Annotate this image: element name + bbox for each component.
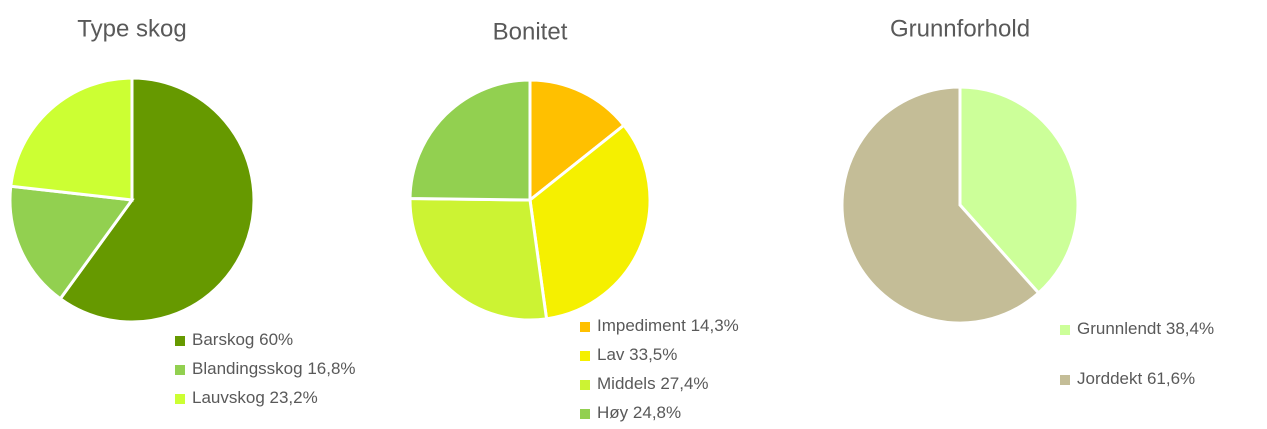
legend-label: Middels [597, 374, 656, 393]
legend-entry: Barskog 60% [192, 330, 293, 349]
legend-label: Grunnlendt [1077, 319, 1161, 338]
legend-entry: Middels 27,4% [597, 374, 709, 393]
pie-slice [528, 78, 626, 204]
pie-slice [58, 76, 256, 324]
legend-entry: Lav 33,5% [597, 345, 677, 364]
pie-slice [528, 123, 652, 321]
pie-slice [8, 184, 135, 301]
legend-entry: Høy 24,8% [597, 403, 681, 422]
legend-swatch [1060, 375, 1070, 385]
legend-label: Impediment [597, 316, 686, 335]
legend-swatch [175, 394, 185, 404]
legend-label: Lav [597, 345, 625, 364]
legend-swatch [580, 322, 590, 332]
legend-entry: Grunnlendt 38,4% [1077, 319, 1214, 338]
legend-value: 38,4% [1166, 319, 1214, 338]
legend-label: Høy [597, 403, 629, 422]
legend-value: 23,2% [270, 388, 318, 407]
legend-entry: Impediment 14,3% [597, 316, 739, 335]
legend-label: Jorddekt [1077, 369, 1142, 388]
legend-swatch [1060, 325, 1070, 335]
legend-entry: Lauvskog 23,2% [192, 388, 318, 407]
legend-entry: Jorddekt 61,6% [1077, 369, 1195, 388]
legend-label: Blandingsskog [192, 359, 303, 378]
legend-swatch [580, 409, 590, 419]
pie-slice [958, 85, 1080, 296]
legend-value: 60% [259, 330, 293, 349]
legend-swatch [580, 380, 590, 390]
pie-slice [840, 85, 1041, 325]
pie-slice [9, 76, 134, 202]
legend-value: 33,5% [629, 345, 677, 364]
pie-slice [408, 78, 532, 202]
legend-entry: Blandingsskog 16,8% [192, 359, 356, 378]
legend-value: 24,8% [633, 403, 681, 422]
legend-swatch [580, 351, 590, 361]
legend-label: Lauvskog [192, 388, 265, 407]
legend-value: 16,8% [307, 359, 355, 378]
legend-label: Barskog [192, 330, 254, 349]
legend-value: 14,3% [691, 316, 739, 335]
pie-slice [408, 196, 549, 322]
chart-title: Grunnforhold [890, 15, 1030, 42]
legend-value: 27,4% [660, 374, 708, 393]
legend-swatch [175, 336, 185, 346]
legend-swatch [175, 365, 185, 375]
chart-title: Bonitet [493, 18, 568, 45]
chart-title: Type skog [77, 15, 186, 42]
legend-value: 61,6% [1147, 369, 1195, 388]
